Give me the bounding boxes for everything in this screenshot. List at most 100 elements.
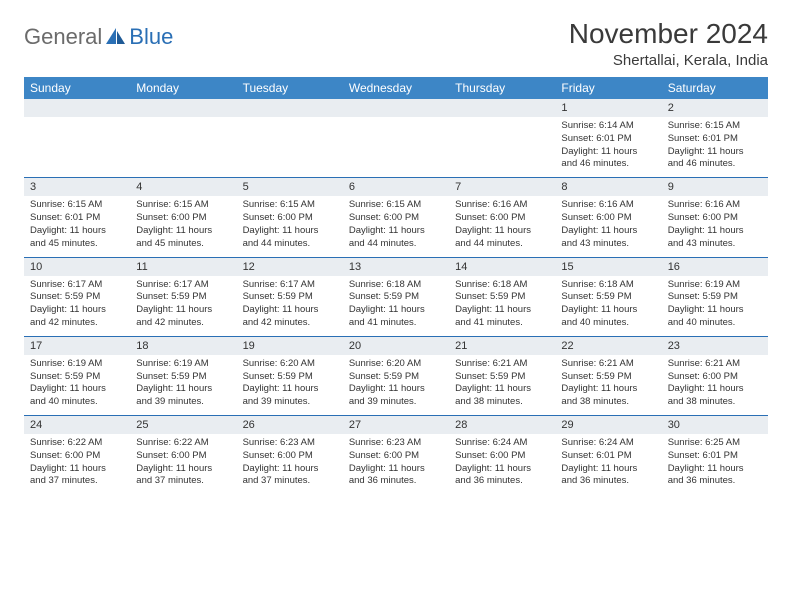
daylight-text: Daylight: 11 hours and 42 minutes. — [30, 304, 124, 330]
day-cell: Sunrise: 6:16 AMSunset: 6:00 PMDaylight:… — [555, 196, 661, 257]
day-number-row: 10111213141516 — [24, 257, 768, 276]
day-cell: Sunrise: 6:23 AMSunset: 6:00 PMDaylight:… — [237, 434, 343, 494]
sunrise-text: Sunrise: 6:15 AM — [30, 199, 124, 212]
sunset-text: Sunset: 5:59 PM — [349, 371, 443, 384]
weekday-header: Monday — [130, 77, 236, 99]
sunset-text: Sunset: 6:00 PM — [30, 450, 124, 463]
day-number: 27 — [343, 416, 449, 435]
location: Shertallai, Kerala, India — [569, 52, 768, 69]
day-cell: Sunrise: 6:19 AMSunset: 5:59 PMDaylight:… — [130, 355, 236, 416]
header: General Blue November 2024 Shertallai, K… — [24, 18, 768, 69]
day-cell: Sunrise: 6:15 AMSunset: 6:00 PMDaylight:… — [343, 196, 449, 257]
sunset-text: Sunset: 6:00 PM — [136, 450, 230, 463]
brand-logo: General Blue — [24, 18, 173, 50]
daylight-text: Daylight: 11 hours and 42 minutes. — [243, 304, 337, 330]
day-number: 30 — [662, 416, 768, 435]
daylight-text: Daylight: 11 hours and 39 minutes. — [349, 383, 443, 409]
day-cell: Sunrise: 6:21 AMSunset: 6:00 PMDaylight:… — [662, 355, 768, 416]
day-cell: Sunrise: 6:22 AMSunset: 6:00 PMDaylight:… — [130, 434, 236, 494]
day-content-row: Sunrise: 6:15 AMSunset: 6:01 PMDaylight:… — [24, 196, 768, 257]
day-cell: Sunrise: 6:19 AMSunset: 5:59 PMDaylight:… — [662, 276, 768, 337]
sunrise-text: Sunrise: 6:24 AM — [561, 437, 655, 450]
sunrise-text: Sunrise: 6:15 AM — [668, 120, 762, 133]
day-cell: Sunrise: 6:18 AMSunset: 5:59 PMDaylight:… — [343, 276, 449, 337]
sunrise-text: Sunrise: 6:23 AM — [349, 437, 443, 450]
day-cell: Sunrise: 6:25 AMSunset: 6:01 PMDaylight:… — [662, 434, 768, 494]
sunset-text: Sunset: 5:59 PM — [455, 291, 549, 304]
title-block: November 2024 Shertallai, Kerala, India — [569, 18, 768, 69]
sunset-text: Sunset: 6:01 PM — [561, 133, 655, 146]
day-number: 22 — [555, 336, 661, 355]
day-number: 26 — [237, 416, 343, 435]
sunset-text: Sunset: 6:00 PM — [561, 212, 655, 225]
day-cell: Sunrise: 6:15 AMSunset: 6:00 PMDaylight:… — [237, 196, 343, 257]
sunrise-text: Sunrise: 6:20 AM — [243, 358, 337, 371]
sunset-text: Sunset: 6:00 PM — [455, 450, 549, 463]
sunrise-text: Sunrise: 6:15 AM — [136, 199, 230, 212]
day-content-row: Sunrise: 6:14 AMSunset: 6:01 PMDaylight:… — [24, 117, 768, 178]
sunset-text: Sunset: 5:59 PM — [455, 371, 549, 384]
day-cell: Sunrise: 6:18 AMSunset: 5:59 PMDaylight:… — [449, 276, 555, 337]
sunrise-text: Sunrise: 6:17 AM — [30, 279, 124, 292]
calendar-table: Sunday Monday Tuesday Wednesday Thursday… — [24, 77, 768, 494]
day-cell: Sunrise: 6:23 AMSunset: 6:00 PMDaylight:… — [343, 434, 449, 494]
sunset-text: Sunset: 5:59 PM — [668, 291, 762, 304]
daylight-text: Daylight: 11 hours and 37 minutes. — [243, 463, 337, 489]
day-cell: Sunrise: 6:22 AMSunset: 6:00 PMDaylight:… — [24, 434, 130, 494]
weekday-header: Sunday — [24, 77, 130, 99]
sunset-text: Sunset: 6:00 PM — [136, 212, 230, 225]
weekday-header: Friday — [555, 77, 661, 99]
sunset-text: Sunset: 5:59 PM — [30, 371, 124, 384]
day-number: 3 — [24, 178, 130, 197]
day-number: 8 — [555, 178, 661, 197]
sunset-text: Sunset: 6:00 PM — [349, 212, 443, 225]
day-number: 18 — [130, 336, 236, 355]
day-number: 16 — [662, 257, 768, 276]
weekday-header: Tuesday — [237, 77, 343, 99]
day-number: 1 — [555, 99, 661, 117]
sunset-text: Sunset: 6:01 PM — [30, 212, 124, 225]
daylight-text: Daylight: 11 hours and 39 minutes. — [136, 383, 230, 409]
daylight-text: Daylight: 11 hours and 36 minutes. — [561, 463, 655, 489]
day-number: 10 — [24, 257, 130, 276]
day-number: 9 — [662, 178, 768, 197]
day-number-row: 24252627282930 — [24, 416, 768, 435]
sunset-text: Sunset: 6:00 PM — [243, 212, 337, 225]
day-content-row: Sunrise: 6:22 AMSunset: 6:00 PMDaylight:… — [24, 434, 768, 494]
daylight-text: Daylight: 11 hours and 42 minutes. — [136, 304, 230, 330]
daylight-text: Daylight: 11 hours and 38 minutes. — [455, 383, 549, 409]
day-number: 28 — [449, 416, 555, 435]
sunset-text: Sunset: 5:59 PM — [561, 291, 655, 304]
calendar-body: 12 Sunrise: 6:14 AMSunset: 6:01 PMDayligh… — [24, 99, 768, 494]
daylight-text: Daylight: 11 hours and 39 minutes. — [243, 383, 337, 409]
sunrise-text: Sunrise: 6:19 AM — [136, 358, 230, 371]
daylight-text: Daylight: 11 hours and 46 minutes. — [668, 146, 762, 172]
weekday-header: Saturday — [662, 77, 768, 99]
day-cell — [237, 117, 343, 178]
sunset-text: Sunset: 6:01 PM — [668, 450, 762, 463]
day-number: 21 — [449, 336, 555, 355]
daylight-text: Daylight: 11 hours and 40 minutes. — [561, 304, 655, 330]
day-number — [130, 99, 236, 117]
day-number: 20 — [343, 336, 449, 355]
day-cell — [24, 117, 130, 178]
day-cell: Sunrise: 6:24 AMSunset: 6:00 PMDaylight:… — [449, 434, 555, 494]
daylight-text: Daylight: 11 hours and 40 minutes. — [668, 304, 762, 330]
day-cell: Sunrise: 6:16 AMSunset: 6:00 PMDaylight:… — [449, 196, 555, 257]
daylight-text: Daylight: 11 hours and 37 minutes. — [30, 463, 124, 489]
day-number: 23 — [662, 336, 768, 355]
day-number: 12 — [237, 257, 343, 276]
day-cell: Sunrise: 6:17 AMSunset: 5:59 PMDaylight:… — [237, 276, 343, 337]
sunrise-text: Sunrise: 6:23 AM — [243, 437, 337, 450]
day-number: 14 — [449, 257, 555, 276]
day-cell: Sunrise: 6:15 AMSunset: 6:01 PMDaylight:… — [24, 196, 130, 257]
sunrise-text: Sunrise: 6:25 AM — [668, 437, 762, 450]
day-cell: Sunrise: 6:20 AMSunset: 5:59 PMDaylight:… — [237, 355, 343, 416]
sunset-text: Sunset: 6:01 PM — [668, 133, 762, 146]
daylight-text: Daylight: 11 hours and 46 minutes. — [561, 146, 655, 172]
daylight-text: Daylight: 11 hours and 40 minutes. — [30, 383, 124, 409]
sail-icon — [106, 28, 126, 49]
day-cell: Sunrise: 6:20 AMSunset: 5:59 PMDaylight:… — [343, 355, 449, 416]
daylight-text: Daylight: 11 hours and 36 minutes. — [349, 463, 443, 489]
day-cell: Sunrise: 6:15 AMSunset: 6:00 PMDaylight:… — [130, 196, 236, 257]
